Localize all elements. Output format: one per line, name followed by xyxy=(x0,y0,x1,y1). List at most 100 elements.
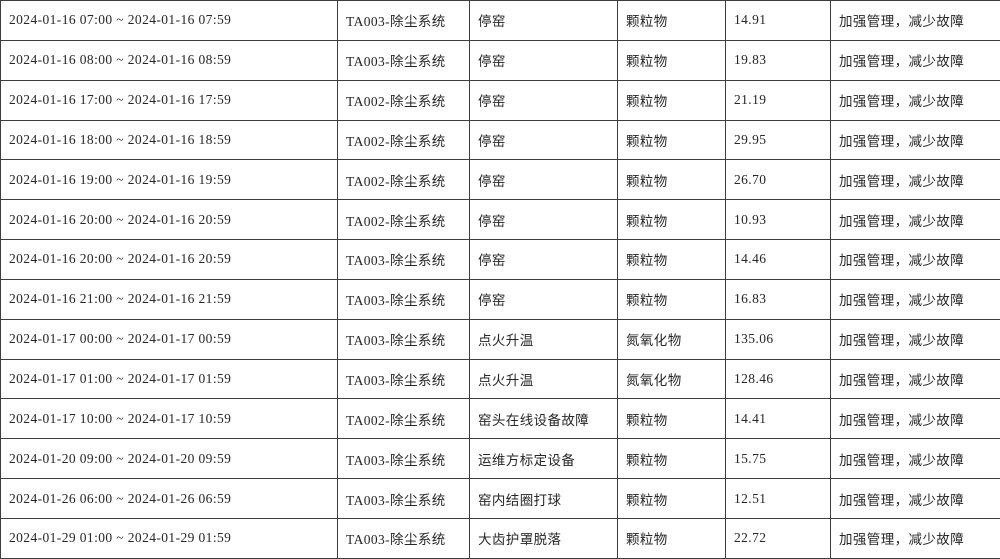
cell-system: TA003-除尘系统 xyxy=(337,318,470,360)
cell-status: 点火升温 xyxy=(469,358,618,400)
cell-value: 135.06 xyxy=(725,318,831,360)
cell-value: 15.75 xyxy=(725,438,831,480)
cell-system: TA002-除尘系统 xyxy=(337,199,470,241)
cell-system: TA003-除尘系统 xyxy=(337,39,470,81)
cell-status: 窑内结圈打球 xyxy=(469,478,618,519)
cell-status: 点火升温 xyxy=(469,318,618,360)
cell-measure: 加强管理，减少故障 xyxy=(830,278,1000,320)
cell-pollutant: 颗粒物 xyxy=(617,159,726,201)
cell-time-range: 2024-01-29 01:00 ~ 2024-01-29 01:59 xyxy=(0,517,338,559)
cell-time-range: 2024-01-17 10:00 ~ 2024-01-17 10:59 xyxy=(0,398,338,440)
cell-status: 运维方标定设备 xyxy=(469,438,618,480)
cell-time-range: 2024-01-17 00:00 ~ 2024-01-17 00:59 xyxy=(0,318,338,360)
cell-status: 大齿护罩脱落 xyxy=(469,517,618,559)
cell-pollutant: 颗粒物 xyxy=(617,438,726,480)
cell-measure: 加强管理，减少故障 xyxy=(830,478,1000,519)
cell-pollutant: 氮氧化物 xyxy=(617,358,726,400)
table-row: 2024-01-16 07:00 ~ 2024-01-16 07:59 TA003… xyxy=(0,0,1000,41)
cell-status: 停窑 xyxy=(469,119,618,161)
cell-measure: 加强管理，减少故障 xyxy=(830,39,1000,81)
cell-time-range: 2024-01-16 20:00 ~ 2024-01-16 20:59 xyxy=(0,239,338,280)
cell-status: 停窑 xyxy=(469,278,618,320)
cell-pollutant: 颗粒物 xyxy=(617,199,726,241)
cell-time-range: 2024-01-16 21:00 ~ 2024-01-16 21:59 xyxy=(0,278,338,320)
cell-measure: 加强管理，减少故障 xyxy=(830,358,1000,400)
table-row: 2024-01-17 00:00 ~ 2024-01-17 00:59 TA003… xyxy=(0,318,1000,360)
cell-system: TA002-除尘系统 xyxy=(337,159,470,201)
cell-measure: 加强管理，减少故障 xyxy=(830,438,1000,480)
cell-status: 窑头在线设备故障 xyxy=(469,398,618,440)
table-row: 2024-01-16 17:00 ~ 2024-01-16 17:59 TA002… xyxy=(0,79,1000,121)
cell-pollutant: 颗粒物 xyxy=(617,239,726,280)
cell-system: TA003-除尘系统 xyxy=(337,278,470,320)
cell-value: 12.51 xyxy=(725,478,831,519)
cell-pollutant: 颗粒物 xyxy=(617,0,726,41)
cell-system: TA002-除尘系统 xyxy=(337,119,470,161)
cell-status: 停窑 xyxy=(469,239,618,280)
cell-measure: 加强管理，减少故障 xyxy=(830,119,1000,161)
cell-measure: 加强管理，减少故障 xyxy=(830,517,1000,559)
cell-pollutant: 颗粒物 xyxy=(617,39,726,81)
cell-time-range: 2024-01-16 08:00 ~ 2024-01-16 08:59 xyxy=(0,39,338,81)
cell-value: 14.46 xyxy=(725,239,831,280)
cell-status: 停窑 xyxy=(469,0,618,41)
cell-time-range: 2024-01-16 07:00 ~ 2024-01-16 07:59 xyxy=(0,0,338,41)
table-row: 2024-01-17 01:00 ~ 2024-01-17 01:59 TA003… xyxy=(0,358,1000,400)
cell-time-range: 2024-01-16 19:00 ~ 2024-01-16 19:59 xyxy=(0,159,338,201)
cell-status: 停窑 xyxy=(469,79,618,121)
cell-measure: 加强管理，减少故障 xyxy=(830,318,1000,360)
table-row: 2024-01-16 20:00 ~ 2024-01-16 20:59 TA003… xyxy=(0,239,1000,280)
cell-measure: 加强管理，减少故障 xyxy=(830,79,1000,121)
cell-system: TA003-除尘系统 xyxy=(337,358,470,400)
table-row: 2024-01-20 09:00 ~ 2024-01-20 09:59 TA003… xyxy=(0,438,1000,480)
cell-status: 停窑 xyxy=(469,199,618,241)
cell-pollutant: 颗粒物 xyxy=(617,278,726,320)
cell-system: TA002-除尘系统 xyxy=(337,79,470,121)
cell-time-range: 2024-01-17 01:00 ~ 2024-01-17 01:59 xyxy=(0,358,338,400)
cell-system: TA003-除尘系统 xyxy=(337,478,470,519)
cell-measure: 加强管理，减少故障 xyxy=(830,159,1000,201)
cell-value: 29.95 xyxy=(725,119,831,161)
cell-time-range: 2024-01-16 17:00 ~ 2024-01-16 17:59 xyxy=(0,79,338,121)
cell-pollutant: 颗粒物 xyxy=(617,517,726,559)
cell-measure: 加强管理，减少故障 xyxy=(830,398,1000,440)
table-row: 2024-01-26 06:00 ~ 2024-01-26 06:59 TA003… xyxy=(0,478,1000,519)
table-row: 2024-01-16 21:00 ~ 2024-01-16 21:59 TA003… xyxy=(0,278,1000,320)
cell-time-range: 2024-01-16 20:00 ~ 2024-01-16 20:59 xyxy=(0,199,338,241)
table-row: 2024-01-17 10:00 ~ 2024-01-17 10:59 TA002… xyxy=(0,398,1000,440)
cell-system: TA003-除尘系统 xyxy=(337,239,470,280)
cell-pollutant: 颗粒物 xyxy=(617,119,726,161)
table-row: 2024-01-16 18:00 ~ 2024-01-16 18:59 TA002… xyxy=(0,119,1000,161)
cell-value: 19.83 xyxy=(725,39,831,81)
cell-value: 128.46 xyxy=(725,358,831,400)
cell-value: 14.41 xyxy=(725,398,831,440)
cell-system: TA003-除尘系统 xyxy=(337,0,470,41)
cell-value: 10.93 xyxy=(725,199,831,241)
cell-pollutant: 氮氧化物 xyxy=(617,318,726,360)
cell-system: TA003-除尘系统 xyxy=(337,517,470,559)
cell-pollutant: 颗粒物 xyxy=(617,398,726,440)
cell-system: TA003-除尘系统 xyxy=(337,438,470,480)
cell-status: 停窑 xyxy=(469,39,618,81)
cell-system: TA002-除尘系统 xyxy=(337,398,470,440)
cell-status: 停窑 xyxy=(469,159,618,201)
cell-value: 26.70 xyxy=(725,159,831,201)
cell-time-range: 2024-01-26 06:00 ~ 2024-01-26 06:59 xyxy=(0,478,338,519)
table-row: 2024-01-29 01:00 ~ 2024-01-29 01:59 TA003… xyxy=(0,517,1000,559)
cell-measure: 加强管理，减少故障 xyxy=(830,199,1000,241)
cell-pollutant: 颗粒物 xyxy=(617,79,726,121)
cell-time-range: 2024-01-16 18:00 ~ 2024-01-16 18:59 xyxy=(0,119,338,161)
cell-pollutant: 颗粒物 xyxy=(617,478,726,519)
cell-value: 16.83 xyxy=(725,278,831,320)
cell-measure: 加强管理，减少故障 xyxy=(830,0,1000,41)
table-row: 2024-01-16 20:00 ~ 2024-01-16 20:59 TA002… xyxy=(0,199,1000,241)
cell-time-range: 2024-01-20 09:00 ~ 2024-01-20 09:59 xyxy=(0,438,338,480)
table-row: 2024-01-16 19:00 ~ 2024-01-16 19:59 TA002… xyxy=(0,159,1000,201)
cell-value: 22.72 xyxy=(725,517,831,559)
table-row: 2024-01-16 08:00 ~ 2024-01-16 08:59 TA003… xyxy=(0,39,1000,81)
cell-value: 21.19 xyxy=(725,79,831,121)
cell-measure: 加强管理，减少故障 xyxy=(830,239,1000,280)
